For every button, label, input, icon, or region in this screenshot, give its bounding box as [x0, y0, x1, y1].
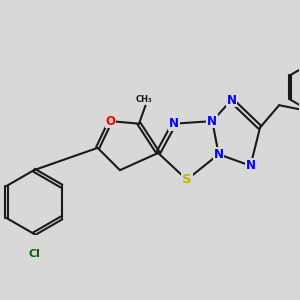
Text: N: N	[169, 117, 179, 130]
Text: N: N	[245, 159, 256, 172]
Text: CH₃: CH₃	[136, 94, 152, 103]
Text: N: N	[214, 148, 224, 161]
Text: S: S	[182, 173, 192, 186]
Text: N: N	[207, 115, 217, 128]
Text: N: N	[226, 94, 236, 106]
Text: Cl: Cl	[28, 249, 40, 259]
Text: O: O	[105, 115, 116, 128]
